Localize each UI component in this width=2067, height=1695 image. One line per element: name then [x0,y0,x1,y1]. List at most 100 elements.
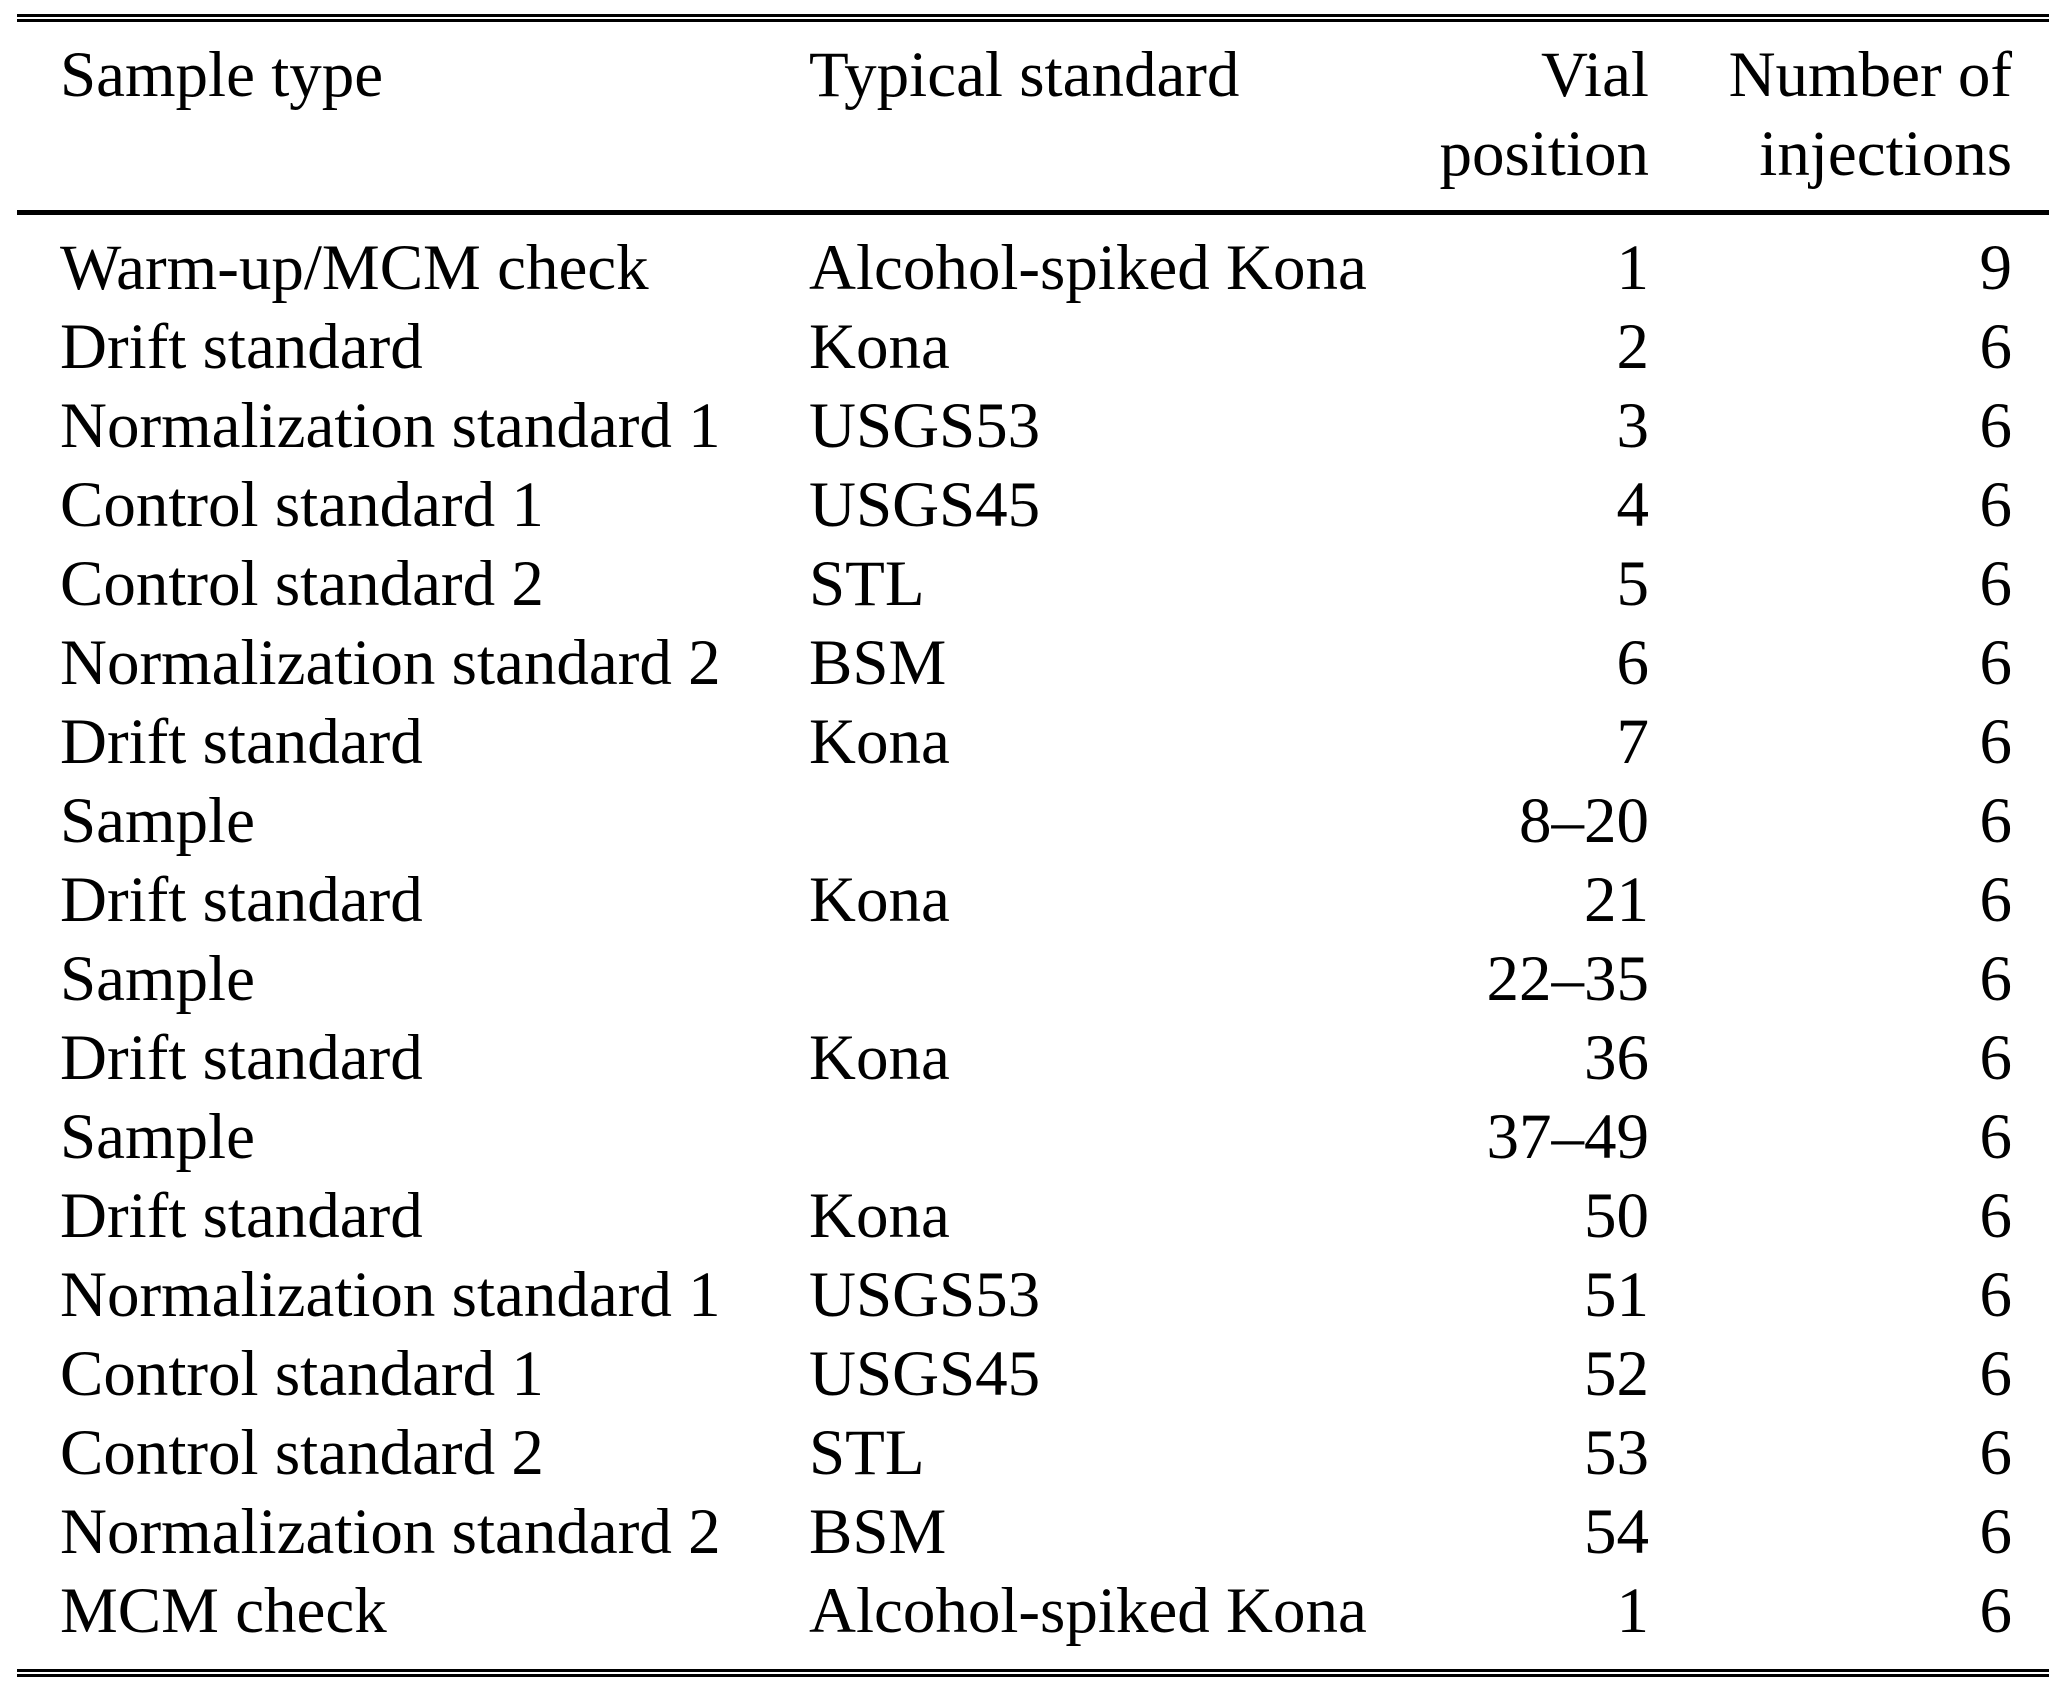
cell-sample-type: Sample [60,785,255,857]
data-table: Sample type Typical standard Vial positi… [17,14,2049,1677]
cell-number-of-injections: 6 [1979,785,2013,857]
header-line: Sample type [60,39,384,111]
cell-typical-standard: BSM [809,627,947,699]
cell-sample-type: Normalization standard 1 [60,390,721,462]
cell-sample-type: Normalization standard 2 [60,627,721,699]
cell-typical-standard: Alcohol-spiked Kona [809,232,1367,304]
cell-sample-type: Sample [60,943,255,1015]
table-row: Drift standard Kona 7 6 [17,703,2049,782]
cell-vial-position: 5 [1616,548,1650,620]
table-row: Sample 8–20 6 [17,782,2049,861]
table-row: Drift standard Kona 36 6 [17,1019,2049,1098]
table-row: Sample 22–35 6 [17,940,2049,1019]
cell-typical-standard: USGS53 [809,1259,1041,1331]
cell-sample-type: Normalization standard 2 [60,1496,721,1568]
header-line: Number of [1728,39,2012,111]
cell-typical-standard: USGS53 [809,390,1041,462]
cell-number-of-injections: 6 [1979,706,2013,778]
cell-typical-standard [769,782,1319,861]
cell-sample-type: Control standard 1 [60,469,544,541]
header-row: Sample type Typical standard Vial positi… [17,22,2049,210]
cell-vial-position: 2 [1616,311,1650,383]
cell-typical-standard [769,1098,1319,1177]
bottom-rule [17,1669,2049,1677]
cell-vial-position: 4 [1616,469,1650,541]
cell-sample-type: Control standard 2 [60,548,544,620]
cell-vial-position: 37–49 [1486,1101,1650,1173]
column-header-typical-standard: Typical standard [769,36,1319,194]
cell-sample-type: Drift standard [60,1022,423,1094]
cell-sample-type: Drift standard [60,311,423,383]
cell-vial-position: 1 [1616,232,1650,304]
cell-sample-type: Drift standard [60,864,423,936]
cell-number-of-injections: 6 [1979,548,2013,620]
cell-typical-standard: Kona [809,1180,950,1252]
cell-typical-standard: Kona [809,706,950,778]
cell-number-of-injections: 6 [1979,627,2013,699]
cell-number-of-injections: 6 [1979,943,2013,1015]
cell-typical-standard: Kona [809,311,950,383]
cell-sample-type: MCM check [60,1575,387,1647]
cell-sample-type: Control standard 2 [60,1417,544,1489]
cell-vial-position: 51 [1584,1259,1649,1331]
table-row: Control standard 1 USGS45 52 6 [17,1335,2049,1414]
cell-typical-standard: USGS45 [809,1338,1041,1410]
table-row: MCM check Alcohol-spiked Kona 1 6 [17,1572,2049,1651]
cell-vial-position: 3 [1616,390,1650,462]
cell-typical-standard: Kona [809,1022,950,1094]
table-row: Drift standard Kona 50 6 [17,1177,2049,1256]
cell-vial-position: 7 [1616,706,1650,778]
header-line: Vial [1540,39,1649,111]
cell-number-of-injections: 6 [1979,390,2013,462]
cell-number-of-injections: 6 [1979,1101,2013,1173]
table-row: Normalization standard 1 USGS53 3 6 [17,387,2049,466]
cell-typical-standard: USGS45 [809,469,1041,541]
table-row: Normalization standard 1 USGS53 51 6 [17,1256,2049,1335]
header-separator-rule [17,210,2049,215]
cell-typical-standard: STL [809,548,925,620]
cell-vial-position: 21 [1584,864,1649,936]
table-row: Warm-up/MCM check Alcohol-spiked Kona 1 … [17,229,2049,308]
cell-typical-standard: BSM [809,1496,947,1568]
header-line: position [1439,118,1649,190]
header-line: injections [1759,118,2012,190]
cell-vial-position: 6 [1616,627,1650,699]
table-row: Sample 37–49 6 [17,1098,2049,1177]
cell-sample-type: Control standard 1 [60,1338,544,1410]
cell-number-of-injections: 6 [1979,311,2013,383]
cell-sample-type: Sample [60,1101,255,1173]
cell-vial-position: 8–20 [1519,785,1649,857]
table-row: Normalization standard 2 BSM 6 6 [17,624,2049,703]
table-row: Drift standard Kona 21 6 [17,861,2049,940]
column-header-number-of-injections: Number of injections [1649,36,2049,194]
cell-vial-position: 52 [1584,1338,1649,1410]
cell-number-of-injections: 6 [1979,1575,2013,1647]
top-rule [17,14,2049,22]
cell-number-of-injections: 6 [1979,864,2013,936]
cell-typical-standard: Alcohol-spiked Kona [809,1575,1367,1647]
cell-number-of-injections: 6 [1979,1417,2013,1489]
table-row: Normalization standard 2 BSM 54 6 [17,1493,2049,1572]
header-line: Typical standard [809,39,1240,111]
table-body: Warm-up/MCM check Alcohol-spiked Kona 1 … [17,215,2049,1669]
cell-vial-position: 36 [1584,1022,1649,1094]
cell-sample-type: Drift standard [60,706,423,778]
cell-number-of-injections: 6 [1979,1338,2013,1410]
cell-number-of-injections: 6 [1979,469,2013,541]
cell-typical-standard: STL [809,1417,925,1489]
cell-number-of-injections: 9 [1979,232,2013,304]
cell-number-of-injections: 6 [1979,1496,2013,1568]
cell-typical-standard [769,940,1319,1019]
table-row: Control standard 2 STL 53 6 [17,1414,2049,1493]
column-header-sample-type: Sample type [17,36,769,194]
cell-vial-position: 22–35 [1486,943,1650,1015]
table-row: Control standard 2 STL 5 6 [17,545,2049,624]
cell-sample-type: Warm-up/MCM check [60,232,649,304]
table-row: Drift standard Kona 2 6 [17,308,2049,387]
cell-vial-position: 54 [1584,1496,1649,1568]
cell-sample-type: Drift standard [60,1180,423,1252]
column-header-vial-position: Vial position [1319,36,1649,194]
cell-number-of-injections: 6 [1979,1022,2013,1094]
cell-number-of-injections: 6 [1979,1180,2013,1252]
